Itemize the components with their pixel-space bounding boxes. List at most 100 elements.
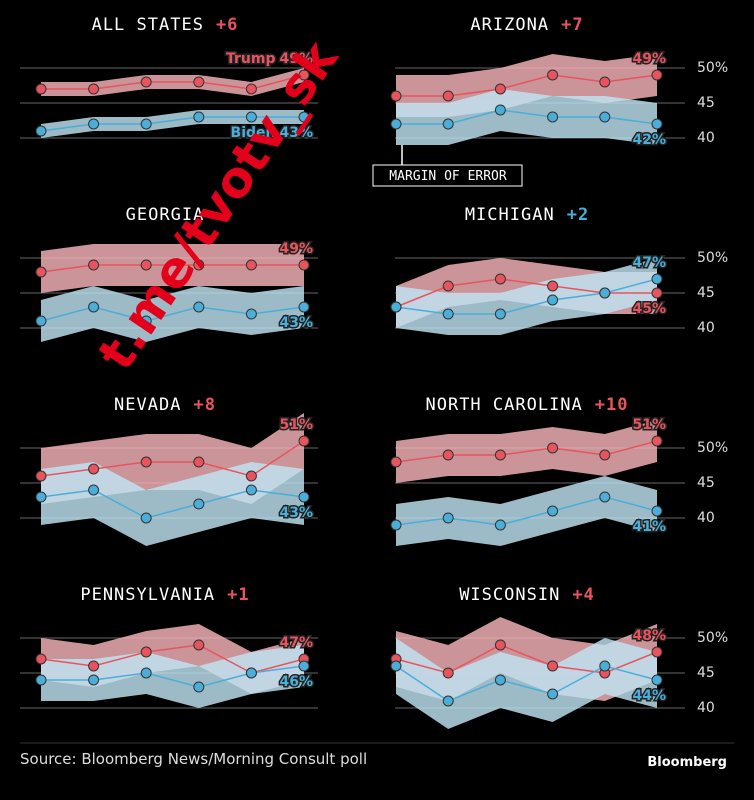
panel: NEVADA +8 51% 43% <box>20 395 318 546</box>
series-line <box>396 109 658 125</box>
point <box>442 308 454 320</box>
end-value: 43% <box>279 505 313 521</box>
end-label: 42% <box>632 132 666 148</box>
point <box>140 512 152 524</box>
series-line <box>40 264 304 273</box>
panel: 40 45 50% MICHIGAN +2 45% 47% <box>390 205 728 336</box>
point <box>298 660 310 672</box>
point <box>494 674 506 686</box>
panel: GEORGIA 49% 43% <box>20 205 318 342</box>
point <box>547 442 559 454</box>
lead: +7 <box>561 15 583 35</box>
point <box>547 280 559 292</box>
point <box>140 646 152 658</box>
point <box>193 681 205 693</box>
error-band <box>396 258 657 335</box>
end-label: Trump 49% <box>226 51 313 67</box>
series-line <box>40 489 305 519</box>
point <box>245 259 257 271</box>
point <box>547 688 559 700</box>
point <box>599 111 611 123</box>
point <box>547 505 559 517</box>
end-label: Biden 43% <box>231 125 313 141</box>
point <box>651 435 663 447</box>
point <box>651 118 663 130</box>
y-tick-label: 50% <box>697 630 728 646</box>
end-value: 43% <box>279 315 313 331</box>
title-text: GEORGIA <box>126 205 205 225</box>
series-name: Trump <box>226 51 276 67</box>
panel-title: WISCONSIN +4 <box>459 585 595 605</box>
series-line <box>41 74 305 90</box>
panel-title: ARIZONA +7 <box>470 15 583 35</box>
point <box>193 76 205 88</box>
point <box>442 118 454 130</box>
error-band <box>396 89 657 145</box>
point <box>599 76 611 88</box>
end-label: 41% <box>632 519 666 535</box>
point <box>494 104 506 116</box>
point <box>245 111 257 123</box>
point <box>35 470 47 482</box>
title-text: WISCONSIN <box>459 585 560 605</box>
point <box>245 470 257 482</box>
point <box>651 505 663 517</box>
point <box>390 519 402 531</box>
y-tick-label: 45 <box>697 475 715 491</box>
series-line <box>40 440 305 477</box>
point <box>547 660 559 672</box>
panel: 40 45 50% ARIZONA +7 49% 42% MARGIN OF ERROR <box>372 15 728 187</box>
end-value: 43% <box>279 125 313 141</box>
point <box>35 315 47 327</box>
point <box>35 674 47 686</box>
point <box>193 456 205 468</box>
point <box>35 83 47 95</box>
point <box>442 695 454 707</box>
title-text: MICHIGAN <box>465 205 555 225</box>
point <box>390 660 402 672</box>
title-text: PENNSYLVANIA <box>80 585 215 605</box>
point <box>140 259 152 271</box>
series-line <box>40 644 305 674</box>
point <box>651 287 663 299</box>
lead: +2 <box>567 205 589 225</box>
error-band <box>41 462 304 546</box>
error-band <box>41 244 304 293</box>
end-value: 48% <box>632 628 666 644</box>
source: Source: Bloomberg News/Morning Consult p… <box>20 750 367 768</box>
point <box>35 266 47 278</box>
end-label: 46% <box>279 674 313 690</box>
lead: +6 <box>216 15 238 35</box>
point <box>88 674 100 686</box>
title-text: NEVADA <box>114 395 181 415</box>
point <box>494 308 506 320</box>
end-value: 49% <box>632 51 666 67</box>
point <box>547 111 559 123</box>
point <box>390 90 402 102</box>
end-value: 47% <box>279 635 313 651</box>
point <box>298 111 310 123</box>
point <box>494 449 506 461</box>
point <box>390 301 402 313</box>
point <box>442 90 454 102</box>
y-tick-label: 50% <box>697 250 728 266</box>
end-value: 47% <box>632 255 666 271</box>
point <box>140 315 152 327</box>
point <box>245 667 257 679</box>
y-tick-label: 40 <box>697 700 715 716</box>
panel-title: NORTH CAROLINA +10 <box>425 395 628 415</box>
point <box>390 456 402 468</box>
series-name: Biden <box>231 125 276 141</box>
point <box>35 653 47 665</box>
end-label: 51% <box>632 417 666 433</box>
point <box>651 674 663 686</box>
point <box>298 301 310 313</box>
y-tick-label: 40 <box>697 320 715 336</box>
annotation: MARGIN OF ERROR <box>389 169 507 184</box>
point <box>442 280 454 292</box>
panel: 40 45 50% WISCONSIN +4 48% 44% <box>390 585 728 729</box>
point <box>494 519 506 531</box>
